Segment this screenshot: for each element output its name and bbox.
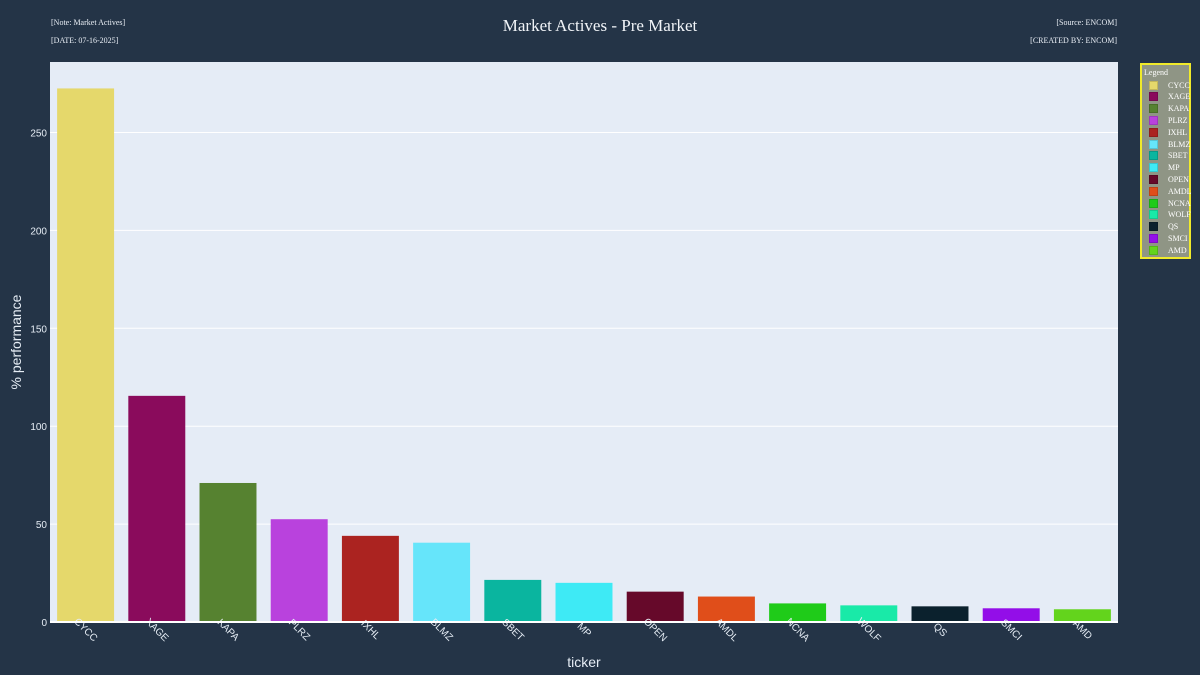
y-tick-label: 150	[30, 324, 47, 335]
legend-swatch	[1149, 127, 1158, 137]
legend-item[interactable]: BLMZ	[1149, 139, 1190, 149]
legend-label: CYCC	[1168, 80, 1190, 90]
source-label: [Source: ENCOM]	[1056, 18, 1117, 27]
legend-item[interactable]: AMD	[1149, 245, 1187, 255]
y-tick-label: 50	[36, 520, 48, 531]
legend-label: BLMZ	[1168, 139, 1191, 149]
x-tick-label: MP	[575, 621, 594, 640]
legend-label: NCNA	[1168, 198, 1191, 208]
legend-swatch	[1149, 233, 1158, 243]
legend-item[interactable]: AMDL	[1149, 186, 1192, 196]
bar-amdl	[697, 596, 755, 622]
legend-item[interactable]: MP	[1149, 163, 1180, 173]
legend-swatch	[1149, 245, 1158, 255]
note-label: [Note: Market Actives]	[51, 18, 126, 27]
legend-swatch	[1149, 174, 1158, 184]
bar-blmz	[413, 542, 471, 622]
legend-item[interactable]: OPEN	[1149, 174, 1189, 184]
legend-swatch	[1149, 186, 1158, 196]
legend-swatch	[1149, 210, 1158, 220]
legend-item[interactable]: SBET	[1149, 151, 1188, 161]
legend-swatch	[1149, 151, 1158, 161]
bar-amd	[1053, 609, 1111, 622]
y-tick-label: 250	[30, 128, 47, 139]
bar-qs	[911, 606, 969, 622]
legend-item[interactable]: CYCC	[1149, 80, 1190, 90]
legend-swatch	[1149, 222, 1158, 232]
legend-item[interactable]: KAPA	[1149, 104, 1189, 114]
bar-sbet	[484, 579, 542, 622]
legend-label: AMD	[1168, 245, 1187, 255]
legend-title: Legend	[1144, 68, 1168, 77]
date-label: [DATE: 07-16-2025]	[51, 36, 119, 45]
legend-label: SBET	[1168, 151, 1188, 161]
x-axis-label: ticker	[567, 654, 601, 670]
legend-swatch	[1149, 163, 1158, 173]
bar-mp	[555, 582, 613, 622]
legend-item[interactable]: NCNA	[1149, 198, 1191, 208]
legend-label: QS	[1168, 222, 1179, 232]
legend-item[interactable]: WOLF	[1149, 210, 1191, 220]
y-tick-label: 0	[41, 618, 47, 629]
legend-label: MP	[1168, 163, 1180, 173]
bar-smci	[982, 608, 1040, 622]
legend-label: WOLF	[1168, 210, 1191, 220]
legend-item[interactable]: SMCI	[1149, 233, 1188, 243]
legend-label: OPEN	[1168, 174, 1189, 184]
chart-title: Market Actives - Pre Market	[502, 16, 698, 35]
bar-cycc	[57, 88, 115, 622]
legend-item[interactable]: QS	[1149, 222, 1178, 232]
legend: Legend CYCC XAGE KAPA PLRZ IXHL BLMZ SBET MP OPE…	[1140, 63, 1192, 259]
y-axis-label: % performance	[8, 294, 24, 389]
bar-open	[626, 591, 684, 622]
bar-kapa	[199, 482, 257, 622]
legend-swatch	[1149, 104, 1158, 114]
legend-label: XAGE	[1168, 92, 1191, 102]
y-tick-label: 200	[30, 226, 47, 237]
bar-xage	[128, 395, 186, 622]
x-tick-label: QS	[931, 621, 949, 639]
legend-swatch	[1149, 198, 1158, 208]
legend-swatch	[1149, 139, 1158, 149]
bar-wolf	[840, 605, 898, 622]
legend-swatch	[1149, 80, 1158, 90]
legend-label: AMDL	[1168, 186, 1192, 196]
legend-item[interactable]: XAGE	[1149, 92, 1190, 102]
legend-swatch	[1149, 92, 1158, 102]
legend-swatch	[1149, 115, 1158, 125]
legend-label: PLRZ	[1168, 115, 1188, 125]
legend-item[interactable]: PLRZ	[1149, 115, 1188, 125]
created-by-label: [CREATED BY: ENCOM]	[1030, 36, 1117, 45]
legend-label: KAPA	[1168, 104, 1190, 114]
legend-label: IXHL	[1168, 127, 1188, 137]
bar-ncna	[769, 603, 827, 622]
y-tick-label: 100	[30, 422, 47, 433]
bar-ixhl	[341, 535, 399, 622]
legend-label: SMCI	[1168, 233, 1188, 243]
bar-plrz	[270, 519, 328, 622]
legend-item[interactable]: IXHL	[1149, 127, 1187, 137]
